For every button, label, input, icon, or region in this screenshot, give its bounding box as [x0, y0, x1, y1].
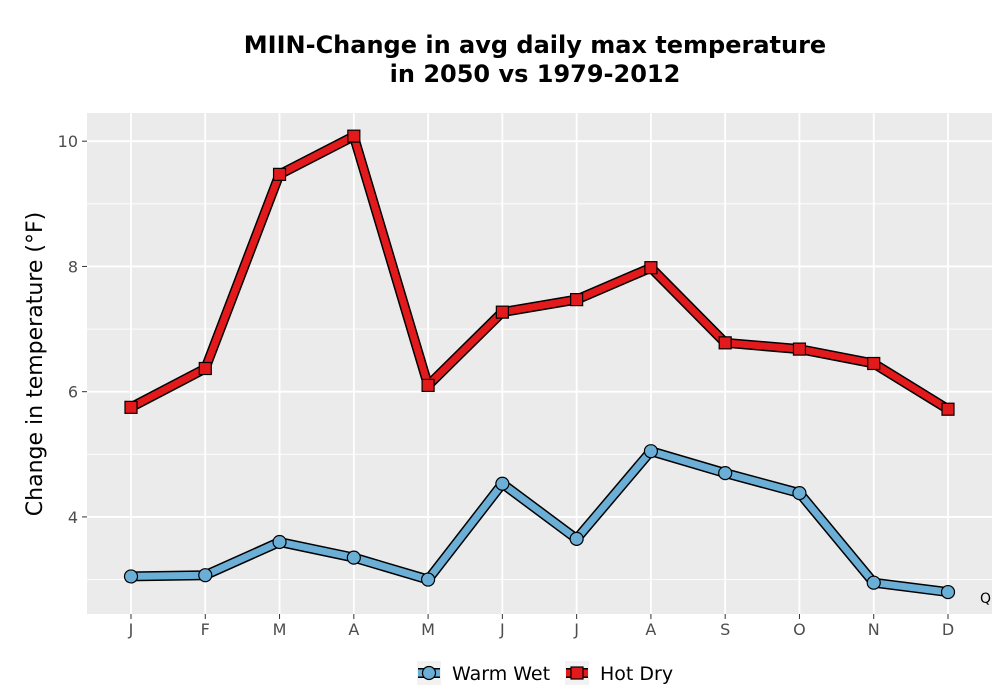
y-tick-label: 4 [68, 508, 78, 527]
series-warm-wet-point [198, 568, 213, 583]
x-tick-label: A [645, 620, 656, 639]
series-warm-wet-point [792, 486, 807, 501]
series-hot-dry-point [421, 378, 435, 393]
series-hot-dry-line [127, 132, 952, 413]
series-warm-wet-line [127, 447, 952, 596]
series-hot-dry-point [347, 129, 361, 143]
series-hot-dry-point [867, 356, 881, 371]
legend-label-hot-dry: Hot Dry [600, 663, 673, 685]
corner-note: Q [980, 591, 991, 607]
series-hot-dry-point [570, 293, 584, 307]
x-tick-label: F [201, 620, 210, 639]
series-hot-dry-point [198, 361, 212, 376]
series-hot-dry-point [124, 400, 138, 414]
x-tick-label: M [421, 620, 435, 639]
series-warm-wet-point [272, 534, 287, 550]
series-warm-wet-point [420, 572, 436, 587]
series-warm-wet-point [495, 476, 510, 491]
x-tick-label: J [128, 620, 134, 639]
series-hot-dry-point [495, 305, 509, 319]
series-warm-wet-point [569, 531, 584, 546]
plot-panel [87, 113, 992, 614]
x-tick-label: D [942, 620, 954, 639]
series-hot-dry-point [792, 342, 807, 356]
y-tick-label: 6 [68, 383, 78, 402]
series-warm-wet-point [643, 444, 659, 459]
x-tick-label: J [573, 620, 579, 639]
x-tick-label: O [793, 620, 806, 639]
x-tick-label: S [720, 620, 730, 639]
series-warm-wet-point [718, 465, 733, 481]
chart-title-line-1: MIIN-Change in avg daily max temperature [243, 31, 827, 59]
series-hot-dry-point [644, 261, 658, 275]
legend-marker-hot-dry [570, 666, 584, 680]
x-tick-label: J [499, 620, 505, 639]
series-hot-dry-point [941, 402, 955, 416]
series-hot-dry-point [718, 336, 732, 350]
y-axis-title: Change in temperature (°F) [23, 212, 48, 516]
legend: Warm Wet Hot Dry [417, 661, 673, 685]
x-tick-label: A [348, 620, 359, 639]
legend-marker-warm-wet [421, 665, 437, 681]
series-warm-wet-point [940, 584, 956, 600]
series-hot-dry-point [272, 167, 287, 181]
series-warm-wet-point [346, 550, 361, 565]
series-warm-wet-point [123, 569, 139, 584]
x-tick-label: N [868, 620, 880, 639]
chart-title: MIIN-Change in avg daily max temperature… [40, 31, 1000, 89]
y-axis-ticks: 4 6 8 10 [58, 132, 87, 527]
x-tick-label: M [273, 620, 287, 639]
legend-label-warm-wet: Warm Wet [452, 663, 550, 685]
y-tick-label: 8 [68, 257, 78, 276]
series-warm-wet-point [866, 575, 881, 590]
grid-minor [87, 203, 992, 580]
y-tick-label: 10 [58, 132, 78, 151]
series-layer [123, 129, 956, 600]
chart-title-line-2: in 2050 vs 1979-2012 [389, 60, 681, 88]
